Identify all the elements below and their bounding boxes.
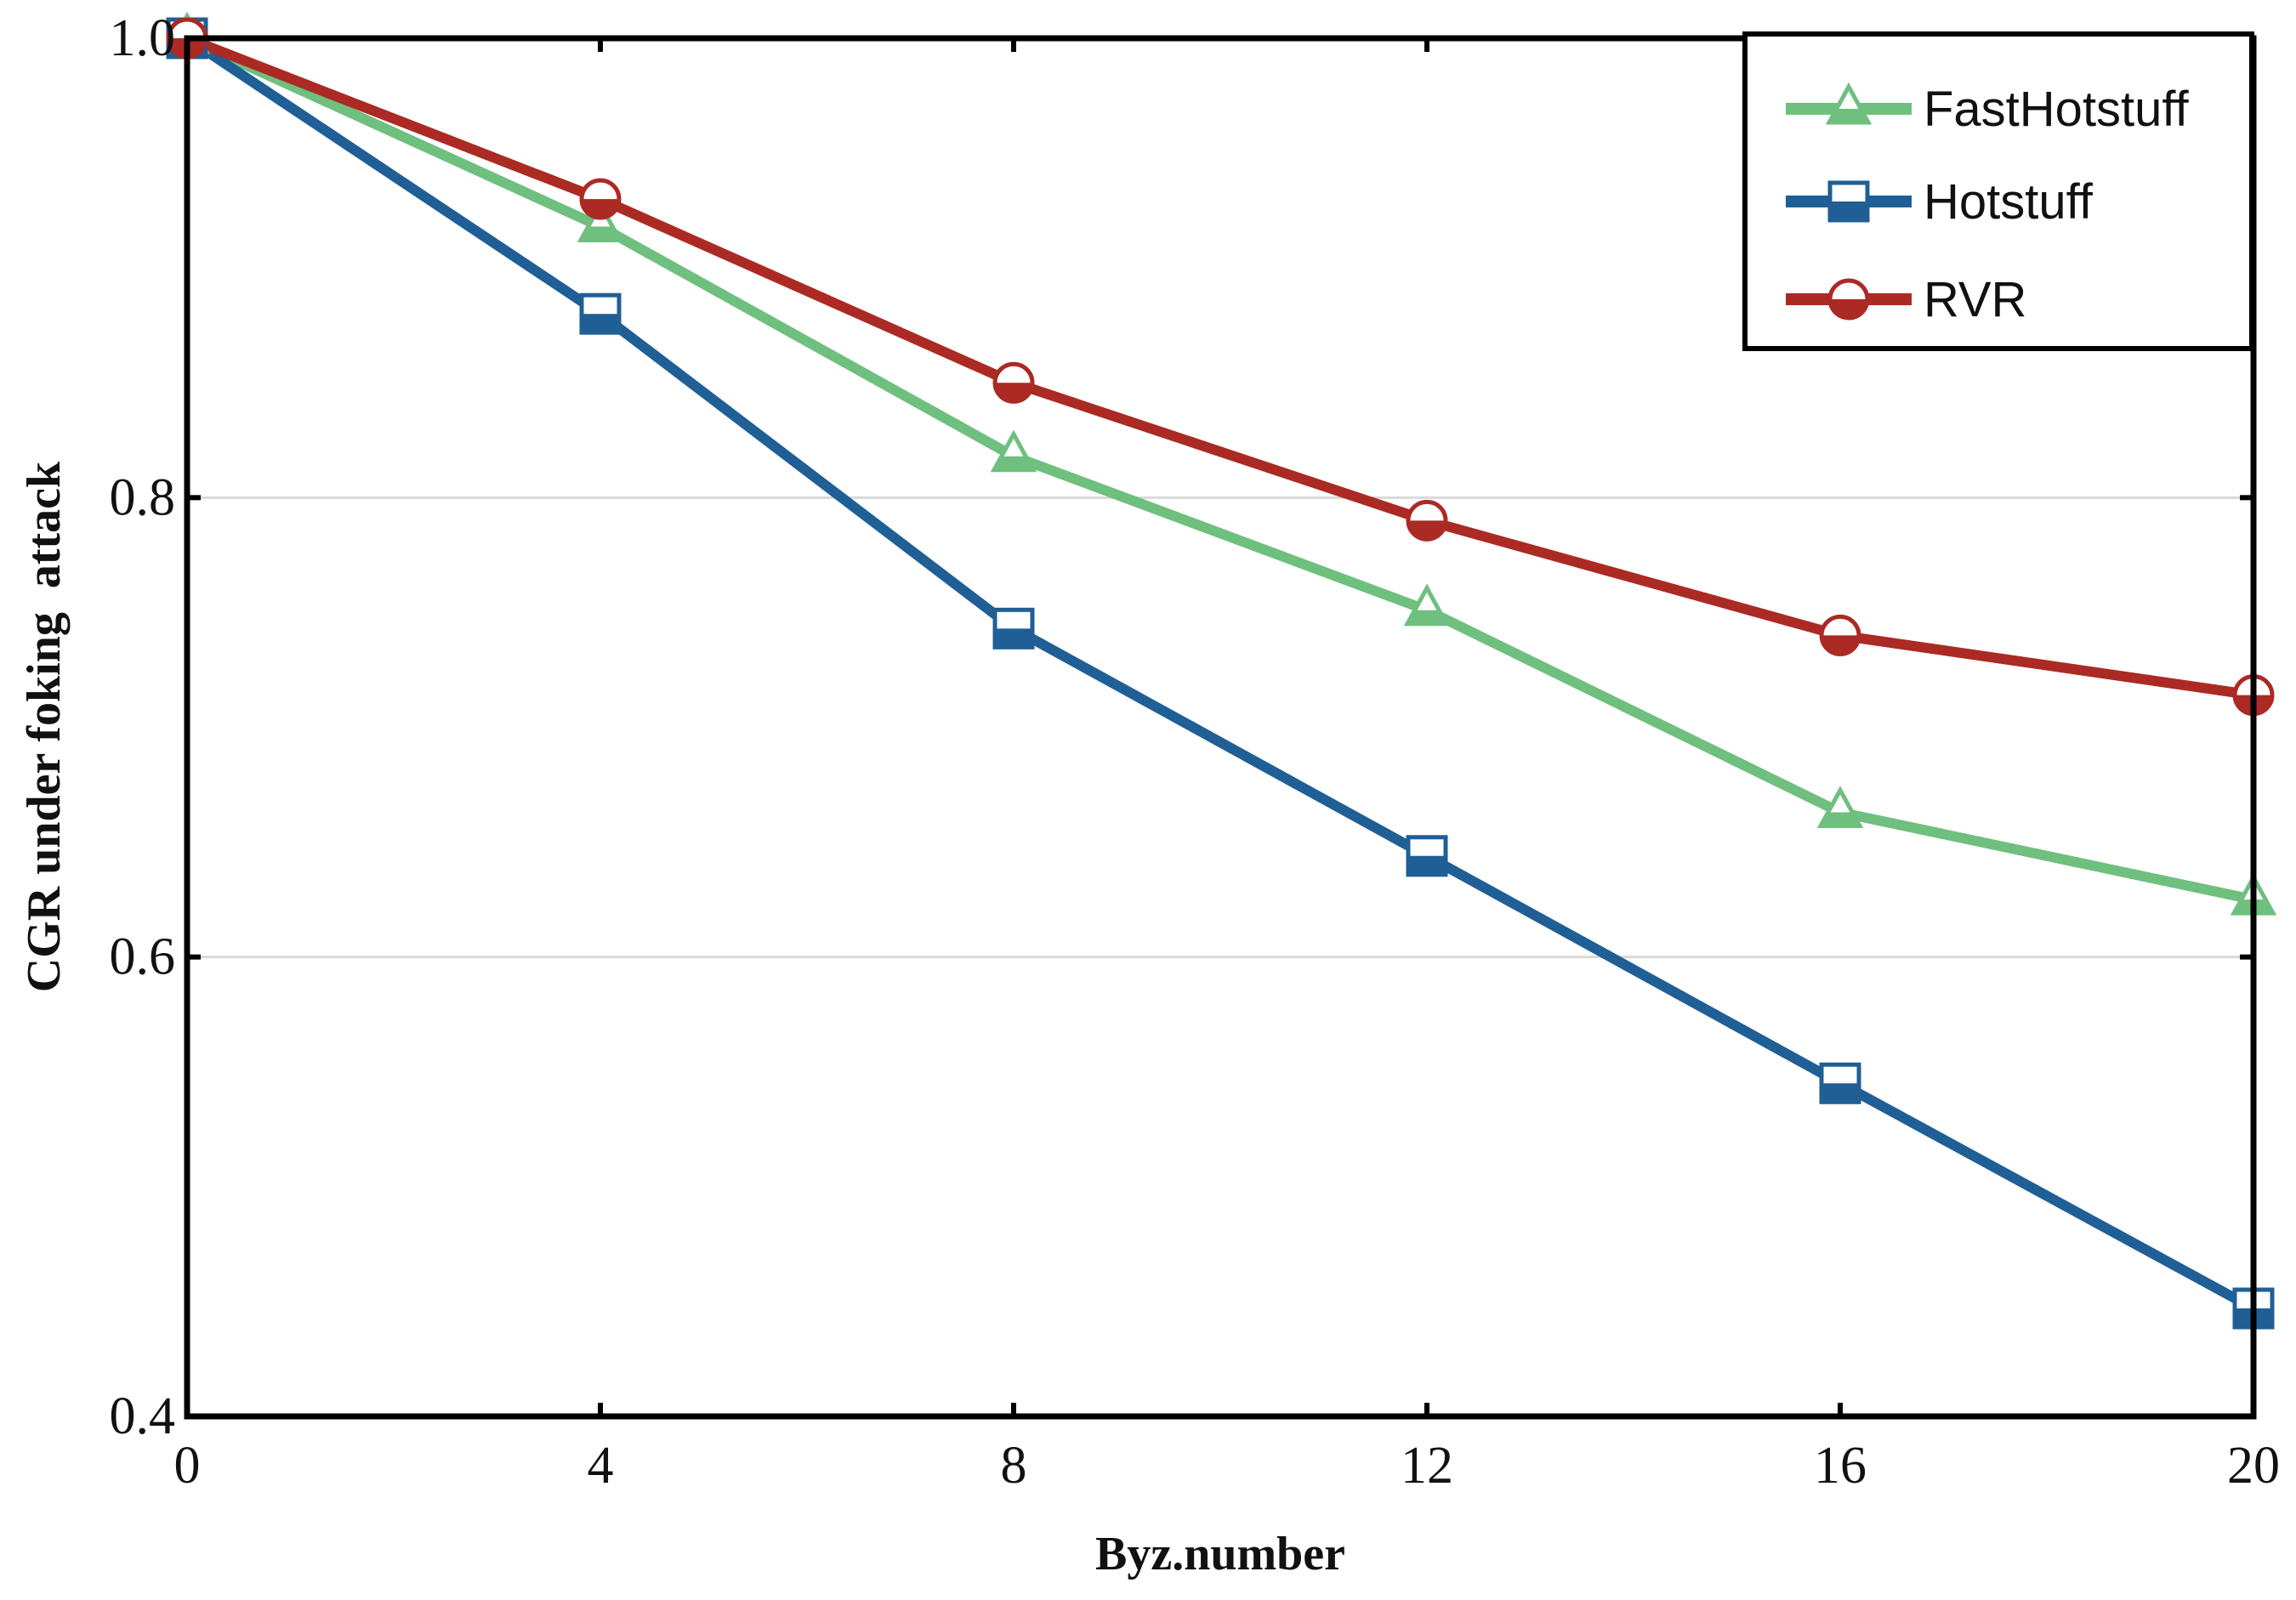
data-point-fasthotstuff <box>577 200 624 243</box>
legend-item-rvr: RVR <box>1786 272 2026 327</box>
data-point-hotstuff <box>1406 835 1448 877</box>
legend-swatch-marker <box>1827 180 1870 223</box>
legend-item-hotstuff: Hotstuff <box>1786 174 2094 230</box>
grid-layer <box>187 496 2253 959</box>
legend-label: Hotstuff <box>1924 174 2094 230</box>
data-point-fasthotstuff <box>1816 786 1864 828</box>
legend: FastHotstuff Hotstuff RVR <box>1742 31 2254 351</box>
x-axis-title: Byz.number <box>1095 1528 1345 1580</box>
x-tick-label: 0 <box>174 1437 201 1495</box>
y-axis-title: CGR under foking attack <box>18 461 71 992</box>
data-point-hotstuff <box>1819 1062 1861 1104</box>
data-point-fasthotstuff <box>1403 583 1451 627</box>
data-point-hotstuff <box>992 607 1035 650</box>
legend-swatch-marker <box>1827 278 1870 321</box>
y-tick-label: 0.6 <box>110 928 176 986</box>
data-point-rvr <box>1819 614 1861 656</box>
series-line-hotstuff <box>182 33 2259 1314</box>
tick-layer: 0.4 0.6 0.8 1.0 0 4 8 12 16 20 <box>110 9 2281 1495</box>
data-point-rvr <box>579 178 622 220</box>
data-point-hotstuff <box>579 292 622 335</box>
x-tick-label: 8 <box>1001 1437 1027 1495</box>
y-tick-label: 1.0 <box>110 9 176 67</box>
series-layer <box>163 11 2277 1330</box>
series-line-rvr <box>182 33 2259 701</box>
data-point-rvr <box>992 361 1035 404</box>
legend-label: FastHotstuff <box>1924 82 2189 137</box>
legend-label: RVR <box>1924 272 2026 327</box>
y-tick-label: 0.4 <box>110 1387 176 1445</box>
x-tick-label: 4 <box>588 1437 614 1495</box>
legend-item-fasthotstuff: FastHotstuff <box>1786 82 2189 137</box>
x-tick-label: 16 <box>1814 1437 1867 1495</box>
data-point-fasthotstuff <box>990 429 1037 473</box>
x-tick-label: 20 <box>2227 1437 2280 1495</box>
legend-swatch-marker <box>1825 82 1873 125</box>
legend-items: FastHotstuff Hotstuff RVR <box>1786 82 2189 327</box>
data-point-rvr <box>1406 499 1448 542</box>
y-tick-label: 0.8 <box>110 468 176 526</box>
plot-frame <box>184 35 2257 1420</box>
x-tick-label: 12 <box>1401 1437 1453 1495</box>
series-line-fasthotstuff <box>182 33 2259 905</box>
